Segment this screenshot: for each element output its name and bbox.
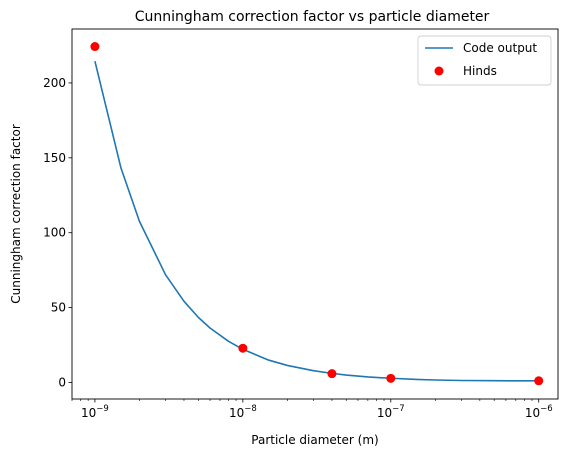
chart-title: Cunningham correction factor vs particle… xyxy=(135,9,490,25)
plot-border xyxy=(71,28,559,400)
x-tick-label: 10−9 xyxy=(81,404,109,420)
y-tick-label: 150 xyxy=(43,151,66,165)
point-hinds xyxy=(386,373,396,383)
series-layer xyxy=(90,42,544,386)
y-axis-label: Cunningham correction factor xyxy=(9,124,23,304)
x-tick-base: 10 xyxy=(377,406,392,420)
point-hinds xyxy=(238,343,248,353)
y-tick-label: 100 xyxy=(43,226,66,240)
x-tick-exponent: −7 xyxy=(392,404,405,414)
legend-label-hinds: Hinds xyxy=(463,64,497,78)
x-tick-label: 10−6 xyxy=(525,404,553,420)
y-tick-label: 50 xyxy=(51,301,66,315)
x-tick-label: 10−8 xyxy=(229,404,257,420)
x-axis-label: Particle diameter (m) xyxy=(251,433,378,447)
x-tick-base: 10 xyxy=(81,406,96,420)
legend-label-code-output: Code output xyxy=(463,41,537,55)
point-hinds xyxy=(327,369,337,379)
x-tick-exponent: −8 xyxy=(244,404,257,414)
line-code-output xyxy=(94,61,539,382)
y-tick-label: 200 xyxy=(43,76,66,90)
y-tick-label: 0 xyxy=(58,376,66,390)
x-tick-exponent: −6 xyxy=(540,404,553,414)
legend-dot-swatch xyxy=(434,66,444,76)
plot-area xyxy=(72,29,558,399)
x-tick-label: 10−7 xyxy=(377,404,405,420)
point-hinds xyxy=(90,42,100,52)
legend: Code output Hinds xyxy=(417,35,552,86)
point-hinds xyxy=(534,376,544,386)
x-tick-base: 10 xyxy=(229,406,244,420)
x-tick-exponent: −9 xyxy=(96,404,109,414)
x-tick-base: 10 xyxy=(525,406,540,420)
